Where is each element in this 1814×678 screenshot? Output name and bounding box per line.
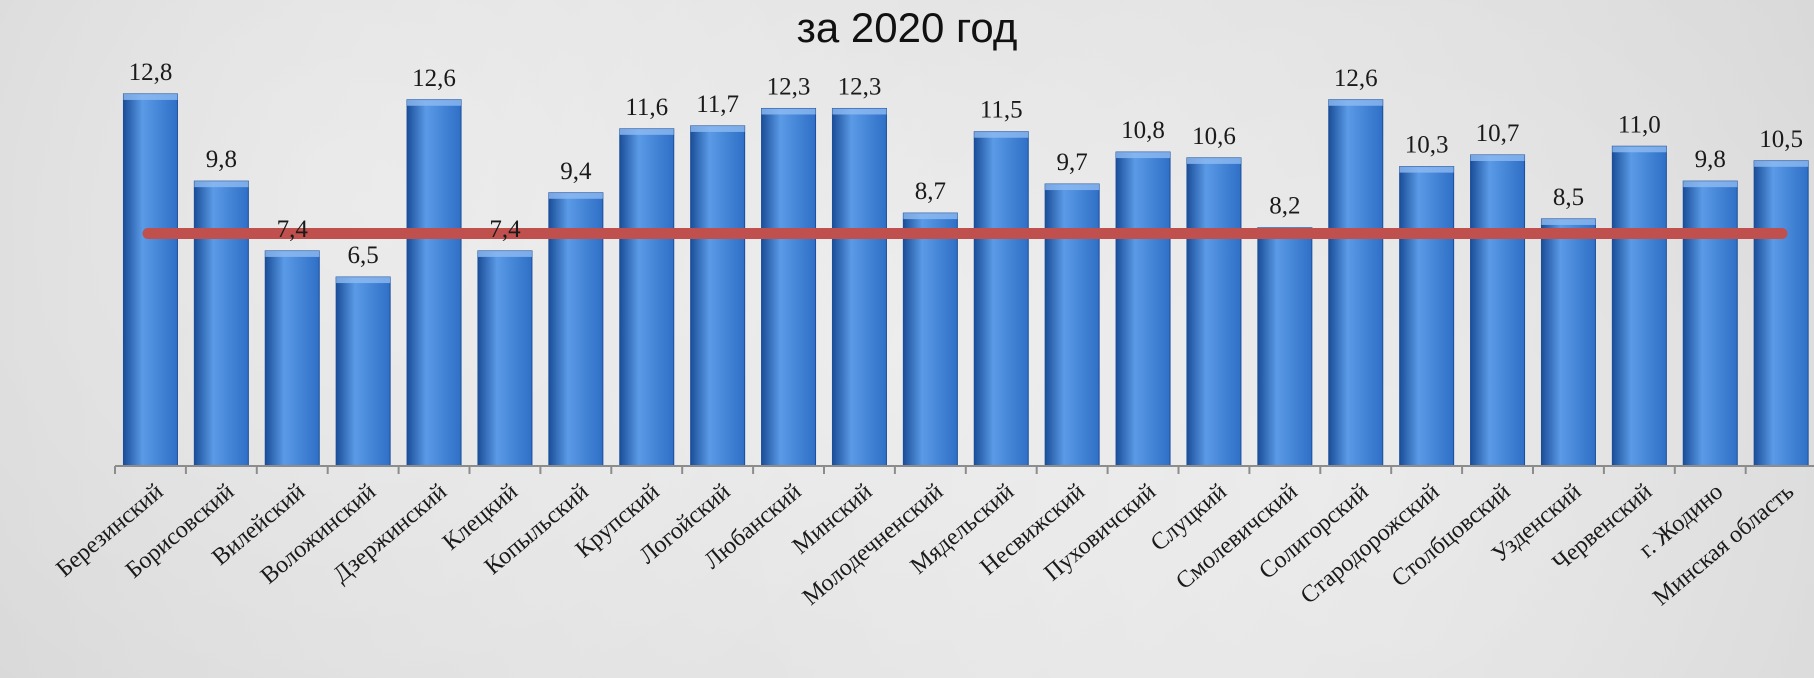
bar-19 [1399, 166, 1455, 467]
bar-cap-15 [1116, 152, 1171, 159]
bar-cap-4 [336, 277, 391, 284]
bar-cap-20 [1470, 154, 1525, 161]
bar-cap-8 [619, 128, 674, 135]
bar-17 [1257, 227, 1313, 467]
bar-cap-7 [548, 192, 603, 199]
bar-cap-5 [407, 99, 462, 106]
bar-cap-6 [477, 250, 532, 257]
value-label: 9,4 [560, 158, 592, 185]
bar-11 [831, 107, 887, 467]
value-label: 12,6 [412, 65, 456, 92]
value-label: 8,5 [1553, 184, 1584, 211]
bar-20 [1470, 154, 1526, 467]
bar-3 [264, 250, 320, 467]
value-label: 10,5 [1759, 126, 1803, 153]
value-label: 10,3 [1405, 132, 1449, 159]
bar-cap-23 [1683, 181, 1738, 188]
bar-10 [761, 107, 817, 467]
bar-23 [1682, 180, 1738, 467]
value-label: 12,8 [129, 59, 173, 86]
value-label: 9,7 [1057, 149, 1088, 176]
bar-14 [1044, 183, 1100, 467]
value-label: 11,7 [696, 91, 739, 118]
bar-cap-11 [832, 108, 887, 115]
value-label: 12,3 [767, 73, 811, 100]
value-label: 6,5 [348, 242, 379, 269]
bar-22 [1611, 145, 1667, 467]
bar-cap-24 [1754, 160, 1809, 167]
bar-21 [1540, 218, 1596, 467]
category-label: Смолевичский [1171, 479, 1303, 595]
chart-title: за 2020 год [796, 4, 1018, 51]
bar-24 [1753, 160, 1809, 467]
bar-2 [193, 180, 249, 467]
value-label: 11,6 [625, 94, 668, 121]
bar-12 [902, 212, 958, 467]
value-label: 12,3 [838, 73, 882, 100]
bar-cap-19 [1399, 166, 1454, 173]
bar-cap-21 [1541, 218, 1596, 225]
value-label: 9,8 [206, 146, 237, 173]
bar-16 [1186, 157, 1242, 467]
value-label: 10,6 [1192, 123, 1236, 150]
bar-cap-12 [903, 213, 958, 220]
value-label: 7,4 [277, 216, 309, 243]
bar-cap-2 [194, 181, 249, 188]
bar-cap-13 [974, 131, 1029, 138]
value-label: 7,4 [489, 216, 521, 243]
bar-cap-18 [1328, 99, 1383, 106]
bar-5 [406, 99, 462, 467]
value-label: 11,5 [980, 97, 1023, 124]
bar-cap-9 [690, 125, 745, 132]
bar-4 [335, 276, 391, 467]
bar-1 [122, 93, 178, 467]
bar-cap-16 [1186, 157, 1241, 164]
bar-18 [1328, 99, 1384, 467]
value-label: 10,7 [1476, 120, 1520, 147]
value-label: 11,0 [1618, 111, 1661, 138]
bar-cap-10 [761, 108, 816, 115]
value-label: 8,7 [915, 178, 946, 205]
value-label: 10,8 [1121, 117, 1165, 144]
value-label: 8,2 [1269, 193, 1300, 220]
bar-6 [477, 250, 533, 467]
bar-13 [973, 131, 1029, 467]
bar-9 [690, 125, 746, 467]
bar-cap-22 [1612, 146, 1667, 153]
bar-8 [619, 128, 675, 467]
value-label: 9,8 [1695, 146, 1726, 173]
value-label: 12,6 [1334, 65, 1378, 92]
bar-cap-14 [1045, 184, 1100, 191]
bar-cap-1 [123, 93, 178, 100]
bar-cap-3 [265, 250, 320, 257]
bar-15 [1115, 151, 1171, 467]
